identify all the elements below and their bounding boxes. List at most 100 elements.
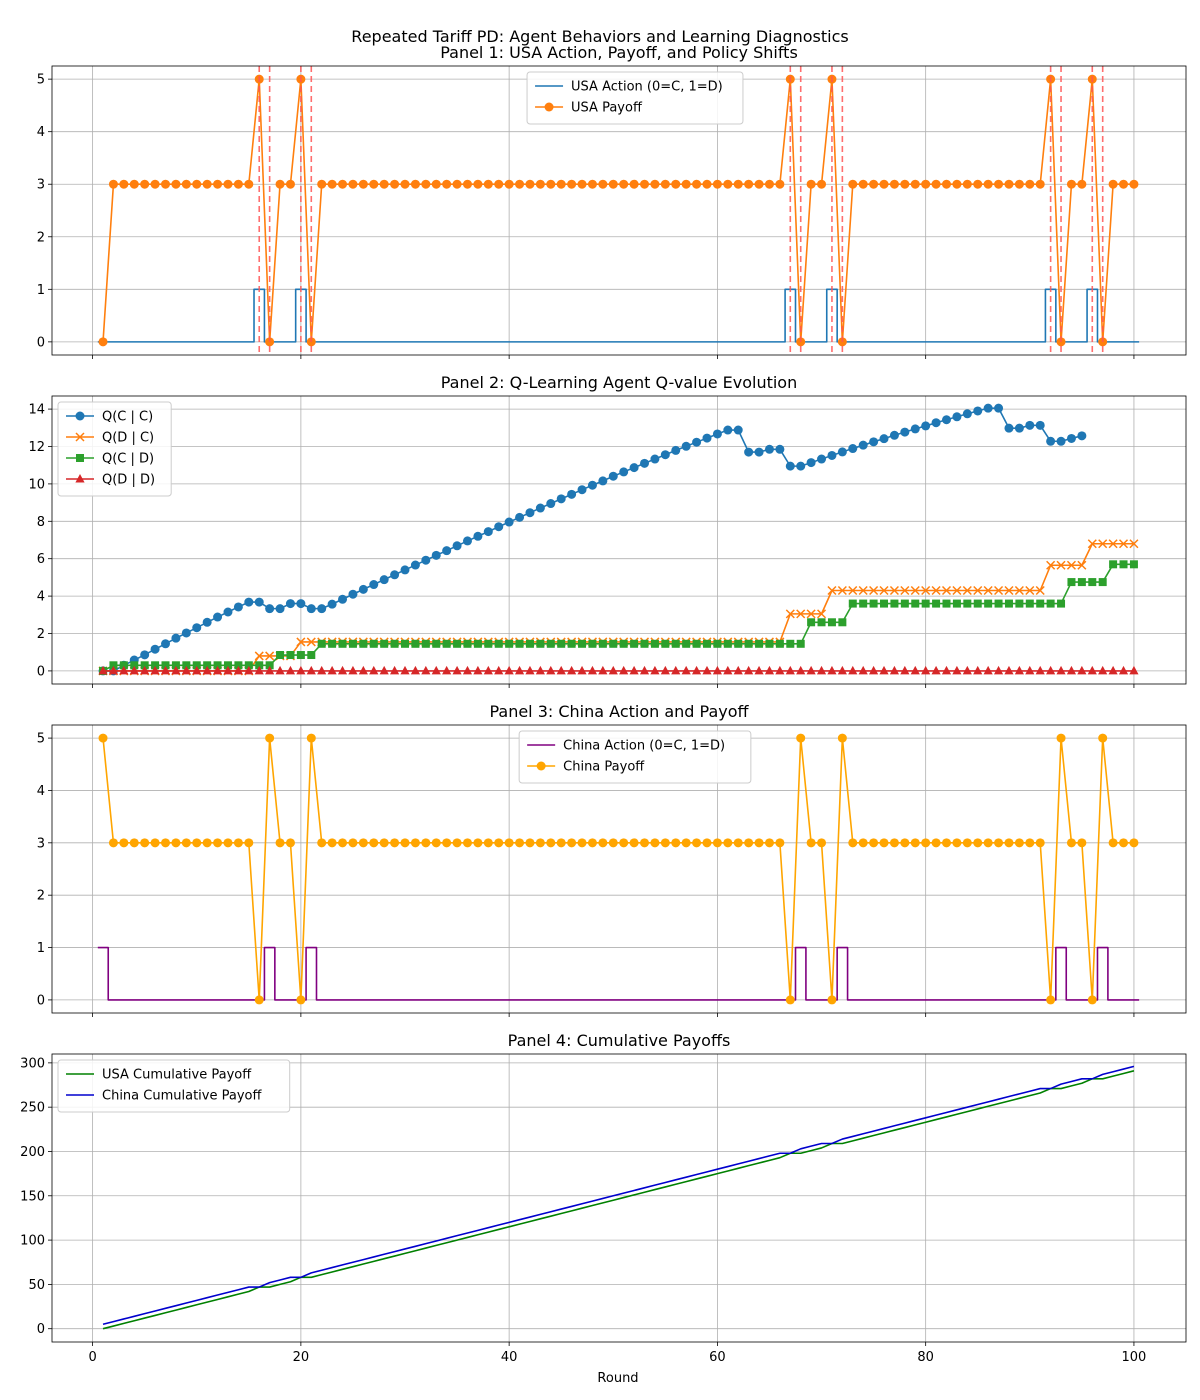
data-point bbox=[869, 179, 879, 189]
series-line bbox=[97, 288, 1140, 343]
data-point bbox=[587, 179, 597, 189]
data-point bbox=[921, 599, 930, 608]
data-point bbox=[504, 665, 514, 675]
data-point bbox=[869, 665, 879, 675]
legend: USA Action (0=C, 1=D) USA Payoff bbox=[526, 71, 744, 125]
data-point bbox=[1119, 838, 1129, 848]
data-point bbox=[525, 665, 535, 675]
data-point bbox=[588, 639, 597, 648]
data-point bbox=[358, 665, 368, 675]
data-point bbox=[796, 639, 805, 648]
data-point bbox=[900, 665, 910, 675]
data-point bbox=[1056, 665, 1066, 675]
data-point bbox=[504, 517, 514, 527]
y-tick-label: 300 bbox=[20, 1056, 45, 1071]
data-point bbox=[369, 580, 379, 590]
data-point bbox=[1108, 838, 1118, 848]
data-point bbox=[1129, 539, 1139, 549]
data-point bbox=[431, 838, 441, 848]
data-point bbox=[401, 639, 410, 648]
data-point bbox=[764, 838, 774, 848]
data-point bbox=[369, 639, 378, 648]
data-point bbox=[442, 665, 452, 675]
data-point bbox=[827, 665, 837, 675]
data-point bbox=[598, 838, 608, 848]
series-line bbox=[102, 1065, 1135, 1326]
data-point bbox=[984, 599, 993, 608]
data-point bbox=[785, 995, 795, 1005]
data-point bbox=[410, 665, 421, 675]
data-point bbox=[171, 633, 181, 643]
data-point bbox=[265, 651, 275, 661]
data-point bbox=[358, 838, 368, 848]
data-point bbox=[650, 639, 659, 648]
data-point bbox=[848, 444, 858, 454]
y-tick-label: 50 bbox=[28, 1278, 45, 1293]
data-point bbox=[223, 838, 233, 848]
data-point bbox=[244, 661, 253, 670]
series-4 bbox=[98, 665, 1139, 675]
data-point bbox=[192, 838, 202, 848]
data-point bbox=[702, 433, 712, 443]
data-point bbox=[775, 179, 785, 189]
data-point bbox=[879, 434, 889, 444]
data-point bbox=[1098, 665, 1108, 675]
data-point bbox=[1098, 578, 1107, 587]
data-point bbox=[171, 838, 181, 848]
data-point bbox=[806, 179, 816, 189]
data-point bbox=[504, 179, 514, 189]
y-tick-label: 14 bbox=[28, 403, 45, 418]
data-point bbox=[660, 838, 670, 848]
data-point bbox=[1129, 838, 1139, 848]
data-point bbox=[993, 665, 1004, 675]
data-point bbox=[785, 461, 795, 471]
data-point bbox=[869, 437, 879, 447]
series-1 bbox=[102, 1070, 1135, 1330]
data-point bbox=[931, 418, 941, 428]
data-point bbox=[806, 665, 816, 675]
data-point bbox=[421, 665, 431, 675]
data-point bbox=[1004, 665, 1014, 675]
data-point bbox=[733, 665, 743, 675]
legend-label: Q(D | D) bbox=[102, 473, 155, 488]
data-point bbox=[733, 425, 743, 435]
data-point bbox=[1014, 423, 1024, 433]
data-point bbox=[702, 665, 712, 675]
data-point bbox=[1077, 179, 1087, 189]
data-point bbox=[484, 639, 493, 648]
data-point bbox=[494, 665, 504, 675]
y-tick-label: 0 bbox=[37, 335, 45, 350]
data-point bbox=[650, 179, 660, 189]
data-point bbox=[775, 639, 784, 648]
data-point bbox=[275, 179, 285, 189]
y-tick-label: 0 bbox=[37, 993, 45, 1008]
data-point bbox=[1025, 599, 1034, 608]
data-point bbox=[452, 541, 462, 551]
data-point bbox=[546, 639, 555, 648]
data-point bbox=[442, 546, 452, 556]
data-point bbox=[505, 639, 514, 648]
x-tick-label: 80 bbox=[917, 1350, 934, 1365]
data-point bbox=[1025, 179, 1035, 189]
y-tick-label: 4 bbox=[37, 125, 45, 140]
data-point bbox=[578, 639, 587, 648]
y-tick-label: 1 bbox=[37, 283, 45, 298]
data-point bbox=[182, 661, 191, 670]
legend-box bbox=[518, 730, 752, 784]
data-point bbox=[275, 838, 285, 848]
data-point bbox=[817, 179, 827, 189]
data-point bbox=[869, 838, 879, 848]
data-point bbox=[129, 665, 139, 675]
data-point bbox=[608, 179, 618, 189]
y-tick-label: 2 bbox=[37, 230, 45, 245]
data-point bbox=[109, 661, 118, 670]
data-point bbox=[379, 575, 389, 585]
data-point bbox=[837, 665, 847, 675]
data-point bbox=[546, 838, 556, 848]
data-point bbox=[1035, 585, 1045, 596]
data-point bbox=[432, 639, 441, 648]
data-point bbox=[338, 179, 348, 189]
data-point bbox=[660, 179, 670, 189]
data-point bbox=[410, 560, 420, 570]
data-point bbox=[567, 179, 577, 189]
